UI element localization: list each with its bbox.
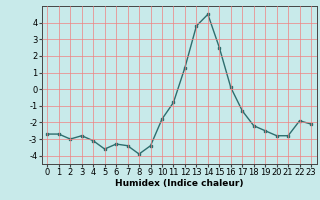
X-axis label: Humidex (Indice chaleur): Humidex (Indice chaleur) bbox=[115, 179, 244, 188]
